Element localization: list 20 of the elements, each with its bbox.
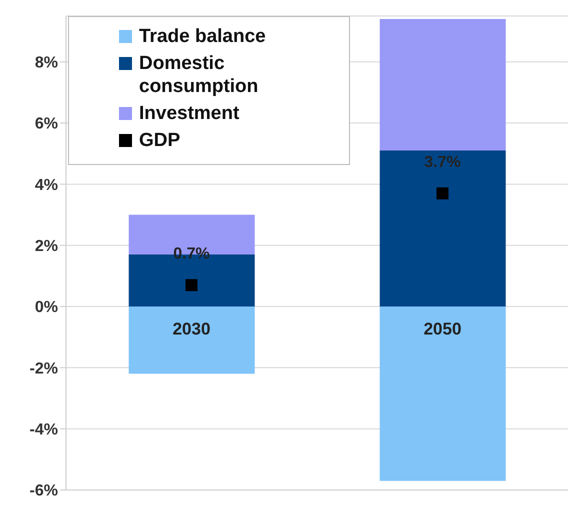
legend-label: GDP xyxy=(139,129,182,152)
x-tick-label: 2050 xyxy=(424,320,462,339)
y-tick-label: -2% xyxy=(30,360,58,378)
bar xyxy=(380,306,506,481)
y-tick-label: 4% xyxy=(34,176,58,194)
data-label: 0.7% xyxy=(173,246,210,263)
bar xyxy=(128,306,255,374)
y-tick-label: 2% xyxy=(34,238,58,256)
y-tick-label: -6% xyxy=(30,482,58,500)
y-tick-label: 0% xyxy=(34,299,58,316)
legend-label: Domestic consumption xyxy=(139,52,260,98)
legend-label: Trade balance xyxy=(139,25,267,48)
bar xyxy=(380,19,506,151)
y-tick-label: 6% xyxy=(34,116,58,133)
y-tick-label: -4% xyxy=(30,422,58,439)
bar xyxy=(380,150,506,307)
legend-label: Investment xyxy=(139,102,240,125)
x-tick-label: 2030 xyxy=(172,320,210,339)
data-label: 3.7% xyxy=(424,154,461,171)
y-tick-label: 8% xyxy=(34,54,58,72)
